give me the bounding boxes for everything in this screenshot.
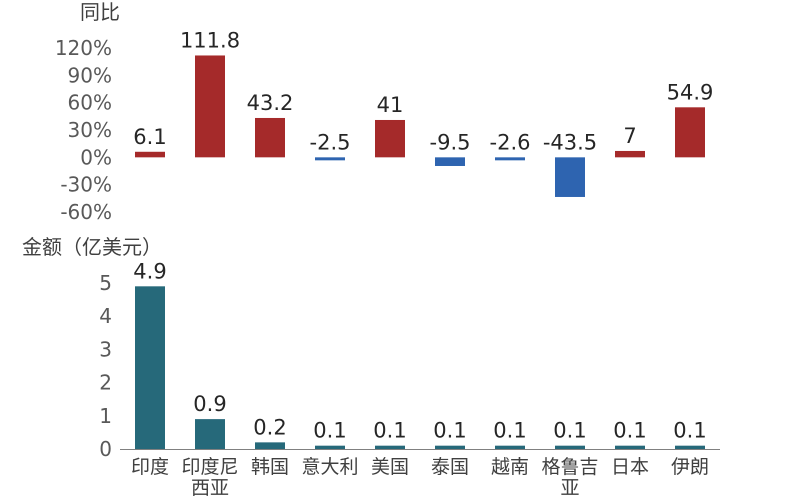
yoy-bar <box>495 157 525 161</box>
yoy-value-label: -9.5 <box>430 130 471 154</box>
amount-bar <box>135 286 165 449</box>
amount-value-label: 0.1 <box>553 419 586 443</box>
amount-value-label: 0.9 <box>193 392 226 416</box>
yoy-bars <box>135 55 705 197</box>
yoy-bar <box>435 157 465 166</box>
yoy-y-ticks: 120% 90% 60% 30% 0% -30% -60% <box>55 36 112 224</box>
amount-tick-label: 4 <box>99 304 112 328</box>
category-label: 韩国 <box>251 456 289 478</box>
category-label: 越南 <box>491 456 529 478</box>
category-label-line: 泰国 <box>431 456 469 478</box>
category-label-line: 印度 <box>131 456 169 478</box>
amount-chart: 金额（亿美元） 5 4 3 2 1 0 4.9 0.9 0.2 0.1 0.1 0.1 0.1 0.1 0… <box>22 235 720 499</box>
amount-bar <box>615 445 645 449</box>
yoy-tick-label: 30% <box>68 118 112 142</box>
category-label-line: 亚 <box>560 477 579 499</box>
amount-bar <box>255 442 285 449</box>
amount-value-label: 4.9 <box>133 259 166 283</box>
category-label: 印度 <box>131 456 169 478</box>
category-label: 意大利 <box>301 456 358 478</box>
yoy-bar <box>375 119 405 158</box>
category-label: 美国 <box>371 456 409 478</box>
category-label-line: 印度尼 <box>181 456 238 478</box>
yoy-bar <box>615 150 645 158</box>
yoy-value-label: -43.5 <box>543 130 597 154</box>
yoy-bar <box>675 107 705 158</box>
amount-tick-label: 3 <box>99 337 112 361</box>
yoy-tick-label: -60% <box>60 200 112 224</box>
category-label: 泰国 <box>431 456 469 478</box>
amount-axis-title: 金额（亿美元） <box>22 235 162 259</box>
amount-bar <box>315 445 345 449</box>
category-label-line: 西亚 <box>191 477 229 499</box>
category-label: 印度尼西亚 <box>181 456 238 499</box>
amount-bar <box>435 445 465 449</box>
amount-value-label: 0.1 <box>493 419 526 443</box>
yoy-value-label: 41 <box>377 93 404 117</box>
yoy-tick-label: 60% <box>68 91 112 115</box>
yoy-bar <box>315 157 345 161</box>
amount-value-label: 0.1 <box>433 419 466 443</box>
amount-bar <box>555 445 585 449</box>
yoy-value-labels: 6.1 111.8 43.2 -2.5 41 -9.5 -2.6 -43.5 7 54.9 <box>133 28 713 154</box>
yoy-value-label: 54.9 <box>667 80 714 104</box>
amount-y-ticks: 5 4 3 2 1 0 <box>99 271 112 461</box>
yoy-value-label: -2.6 <box>490 130 531 154</box>
category-label-line: 美国 <box>371 456 409 478</box>
yoy-tick-label: -30% <box>60 173 112 197</box>
amount-value-label: 0.1 <box>373 419 406 443</box>
category-label: 格鲁吉亚 <box>541 456 598 499</box>
amount-bar <box>195 419 225 449</box>
category-label-line: 日本 <box>611 456 649 478</box>
category-label: 伊朗 <box>671 456 709 478</box>
category-label-line: 伊朗 <box>671 456 709 478</box>
amount-tick-label: 5 <box>99 271 112 295</box>
amount-bars <box>135 286 705 449</box>
amount-tick-label: 1 <box>99 404 112 428</box>
amount-bar <box>495 445 525 449</box>
category-label-line: 格鲁吉 <box>541 456 598 478</box>
category-label-line: 越南 <box>491 456 529 478</box>
yoy-bar <box>255 117 285 158</box>
yoy-value-label: 111.8 <box>180 28 240 52</box>
amount-tick-label: 2 <box>99 371 112 395</box>
yoy-value-label: 43.2 <box>247 91 294 115</box>
yoy-value-label: 7 <box>623 124 636 148</box>
amount-bar <box>675 445 705 449</box>
amount-value-label: 0.1 <box>613 419 646 443</box>
yoy-bar <box>555 157 585 197</box>
yoy-tick-label: 0% <box>80 145 112 169</box>
yoy-chart: 同比 120%90%60%30%0%-30%-60% 6.1111.843.2-… <box>55 0 714 224</box>
category-label-line: 韩国 <box>251 456 289 478</box>
yoy-tick-label: 90% <box>68 63 112 87</box>
yoy-tick-label: 120% <box>55 36 112 60</box>
category-label: 日本 <box>611 456 649 478</box>
yoy-value-label: -2.5 <box>310 130 351 154</box>
amount-bar <box>375 445 405 449</box>
category-label-line: 意大利 <box>301 456 358 478</box>
yoy-bar <box>195 55 225 158</box>
amount-value-labels: 4.9 0.9 0.2 0.1 0.1 0.1 0.1 0.1 0.1 0.1 <box>133 259 706 442</box>
yoy-bar <box>135 151 165 158</box>
amount-value-label: 0.2 <box>253 415 286 439</box>
amount-value-label: 0.1 <box>313 419 346 443</box>
amount-value-label: 0.1 <box>673 419 706 443</box>
yoy-axis-title: 同比 <box>80 0 120 24</box>
amount-tick-label: 0 <box>99 437 112 461</box>
yoy-value-label: 6.1 <box>133 125 166 149</box>
